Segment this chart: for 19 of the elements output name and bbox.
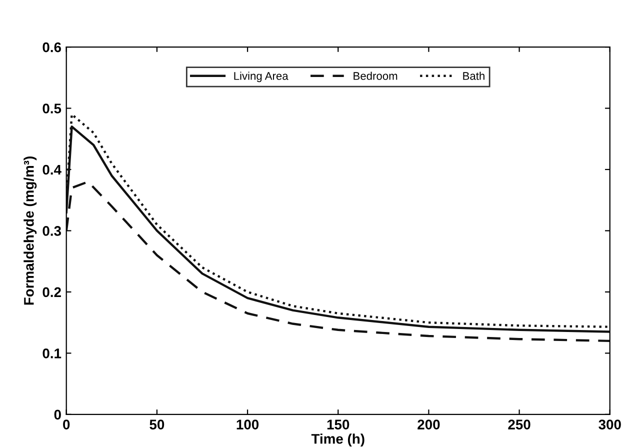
y-tick-label: 0.1 (42, 348, 62, 358)
x-tick-label: 50 (150, 420, 164, 430)
x-tick-label: 150 (327, 420, 350, 430)
legend-label: Bedroom (354, 72, 398, 80)
x-axis-title: Time (h) (311, 434, 364, 447)
x-tick-label: 100 (236, 420, 259, 430)
y-tick-label: 0 (54, 410, 61, 420)
x-tick-label: 0 (63, 420, 70, 430)
y-tick-label: 0.3 (42, 226, 61, 236)
y-tick-label: 0.2 (42, 287, 61, 298)
legend-label: Living Area (234, 72, 288, 82)
x-tick-label: 250 (508, 420, 530, 430)
x-tick-label: 300 (598, 420, 621, 430)
y-tick-label: 0.6 (42, 42, 61, 52)
y-axis-title: Formaldehyde (mg/m³) (24, 156, 37, 305)
y-tick-label: 0.4 (42, 164, 62, 175)
y-tick-label: 0.5 (42, 104, 62, 114)
x-tick-label: 200 (418, 420, 440, 430)
legend-label: Bath (463, 72, 484, 80)
